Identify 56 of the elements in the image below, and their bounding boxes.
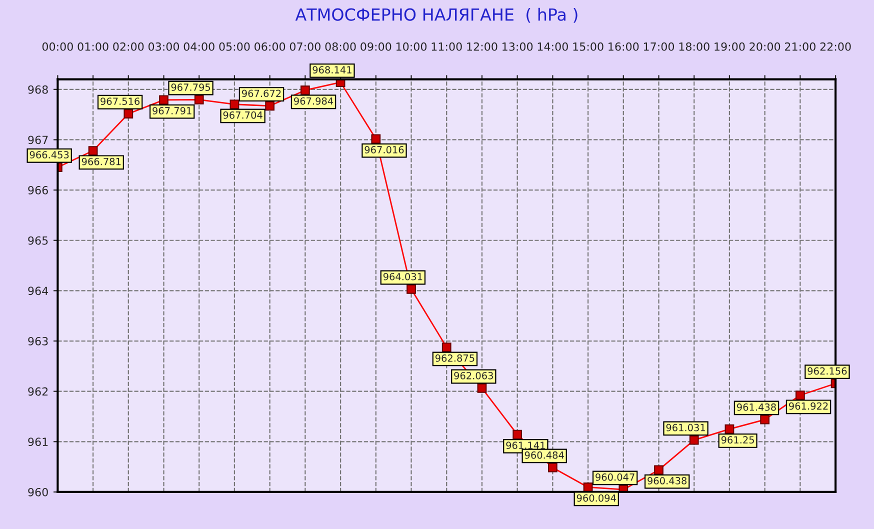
y-tick-label: 967 (28, 136, 48, 144)
data-label: 968.141 (312, 66, 352, 74)
x-tick-label: 20:00 (750, 42, 780, 51)
data-label: 967.984 (294, 97, 334, 105)
x-tick-label: 06:00 (254, 42, 286, 51)
data-label: 967.672 (242, 90, 281, 98)
data-label: 967.516 (100, 98, 140, 105)
y-tick-label: 964 (28, 286, 48, 296)
x-tick-label: 04:00 (184, 42, 214, 51)
data-label: 960.438 (648, 477, 687, 484)
x-tick-label: 21:00 (784, 42, 816, 51)
y-tick-label: 965 (28, 236, 48, 245)
data-label: 962.875 (435, 354, 474, 362)
x-tick-label: 14:00 (538, 42, 568, 51)
x-tick-label: 13:00 (502, 42, 533, 51)
x-tick-label: 16:00 (608, 42, 639, 51)
x-tick-label: 10:00 (396, 42, 427, 51)
data-label: 967.791 (152, 107, 192, 114)
x-tick-label: 07:00 (290, 42, 320, 51)
x-tick-label: 00:00 (42, 42, 73, 51)
data-label: 961.922 (789, 402, 828, 410)
y-tick-label: 961 (28, 438, 48, 446)
x-tick-label: 22:00 (820, 42, 851, 51)
data-label: 967.016 (364, 146, 404, 154)
data-label: 964.031 (383, 272, 422, 280)
x-tick-label: 19:00 (714, 42, 745, 51)
data-label: 966.781 (82, 158, 121, 166)
data-label: 960.047 (596, 473, 634, 481)
x-tick-label: 05:00 (219, 42, 250, 51)
data-label: 961.438 (737, 403, 776, 411)
y-tick-label: 962 (28, 387, 48, 396)
y-tick-label: 966 (28, 186, 48, 194)
data-label: 966.453 (30, 151, 69, 158)
y-tick-label: 963 (28, 336, 48, 346)
x-tick-label: 08:00 (325, 42, 356, 51)
x-tick-label: 09:00 (360, 42, 392, 51)
x-tick-label: 02:00 (113, 42, 144, 51)
data-label: 961.141 (506, 442, 545, 450)
x-tick-label: 12:00 (467, 42, 498, 51)
x-tick-label: 01:00 (78, 42, 108, 51)
data-label: 961.031 (666, 424, 705, 432)
data-label: 960.094 (576, 494, 616, 502)
y-tick-label: 960 (28, 488, 48, 496)
y-tick-label: 968 (28, 85, 48, 94)
data-label: 960.484 (524, 451, 564, 459)
x-tick-label: 15:00 (573, 42, 604, 51)
data-label: 962.156 (808, 367, 847, 375)
chart-title: АТМОСФЕРНО НАЛЯГАНЕ ( hPa ) (295, 8, 578, 23)
data-label: 967.704 (223, 111, 262, 119)
x-tick-label: 03:00 (148, 42, 180, 51)
x-tick-label: 11:00 (432, 42, 462, 51)
data-label: 961.25 (721, 436, 754, 444)
data-label: 967.795 (171, 84, 210, 91)
x-tick-label: 17:00 (644, 42, 674, 51)
data-label: 962.063 (454, 372, 493, 380)
x-tick-label: 18:00 (679, 42, 710, 51)
